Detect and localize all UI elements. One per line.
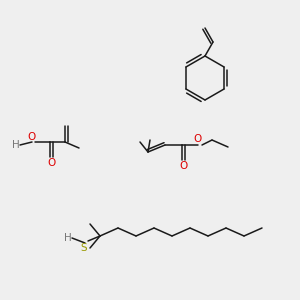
Text: H: H bbox=[64, 233, 72, 243]
Text: H: H bbox=[12, 140, 20, 150]
Text: O: O bbox=[47, 158, 55, 168]
Text: S: S bbox=[81, 243, 87, 253]
Text: O: O bbox=[27, 132, 35, 142]
Text: O: O bbox=[179, 161, 187, 171]
Text: O: O bbox=[194, 134, 202, 144]
